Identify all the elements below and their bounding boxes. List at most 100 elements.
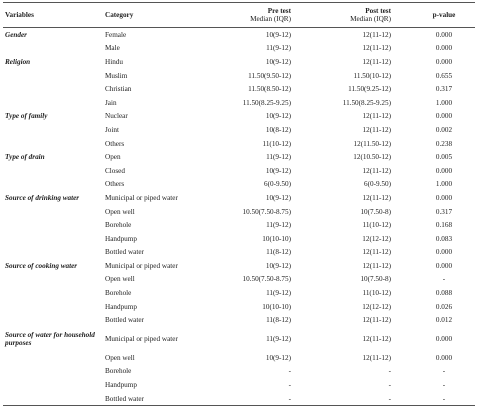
header-title: Pre test xyxy=(267,7,291,15)
table-body: Gender Female 10(9-12) 12(11-12) 0.000 Male 11… xyxy=(3,28,475,407)
cell xyxy=(3,286,103,300)
cell: 11(10-12) xyxy=(362,221,391,230)
header-title: Post test xyxy=(365,7,391,15)
cell: Handpump xyxy=(105,381,137,390)
cell: 0.012 xyxy=(435,316,453,325)
cell: 0.000 xyxy=(435,30,453,39)
cell: 0.655 xyxy=(435,71,453,80)
table-row: Male 11(9-12) 12(11-12) 0.000 xyxy=(3,42,475,56)
cell: 0.000 xyxy=(435,193,453,202)
cell: 11(9-12) xyxy=(266,221,291,230)
cell: 10.50(7.50-8.75) xyxy=(242,207,291,216)
cell: 11(10-12) xyxy=(362,289,391,298)
cell: Female xyxy=(105,30,127,39)
cell: 10(7.50-8) xyxy=(360,207,391,216)
cell: Open well xyxy=(105,207,135,216)
table-row: Others 11(10-12) 12(11.50-12) 0.238 xyxy=(3,137,475,151)
cell xyxy=(3,123,103,137)
table-row: Others 6(0-9.50) 6(0-9.50) 1.000 xyxy=(3,178,475,192)
cell: - xyxy=(288,381,291,390)
cell: 11(10-12) xyxy=(262,139,291,148)
cell xyxy=(3,313,103,327)
cell: 12(11-12) xyxy=(362,112,391,121)
table-row: Bottled water 11(8-12) 12(11-12) 0.000 xyxy=(3,246,475,260)
cell: 0.026 xyxy=(435,302,453,311)
cell xyxy=(3,82,103,96)
cell: - xyxy=(388,367,391,376)
header-subtitle: Median (IQR) xyxy=(250,15,291,23)
column-header: Variables xyxy=(3,2,103,28)
cell xyxy=(3,69,103,83)
cell: Christian xyxy=(105,85,132,94)
cell: 0.168 xyxy=(435,221,453,230)
table-row: Type of drain Open 11(9-12) 12(10.50-12) 0.0… xyxy=(3,150,475,164)
cell: - xyxy=(413,391,475,407)
table-row: Jain 11.50(8.25-9.25) 11.50(8.25-9.25) 1.00… xyxy=(3,96,475,110)
cell: 11.50(8.50-12) xyxy=(248,85,291,94)
cell: Gender xyxy=(5,30,27,39)
header-title: p-value xyxy=(432,11,456,19)
cell: 12(11-12) xyxy=(362,316,391,325)
cell: 10(9-12) xyxy=(265,193,291,202)
header-subtitle: Median (IQR) xyxy=(350,15,391,23)
cell: 12(10.50-12) xyxy=(353,153,391,162)
cell: Others xyxy=(105,139,125,148)
cell: 12(11-12) xyxy=(362,335,391,344)
cell: 10(9-12) xyxy=(265,166,291,175)
header-title: Variables xyxy=(5,11,34,19)
cell xyxy=(3,351,103,365)
cell: 11.50(9.25-12) xyxy=(348,85,391,94)
cell: 11(9-12) xyxy=(266,44,291,53)
cell: Handpump xyxy=(105,234,137,243)
cell: Joint xyxy=(105,125,119,134)
table-row: Handpump 10(10-10) 12(12-12) 0.026 xyxy=(3,300,475,314)
cell: Bottled water xyxy=(105,316,144,325)
cell: 12(11-12) xyxy=(362,44,391,53)
cell xyxy=(3,391,103,407)
cell: - xyxy=(313,391,413,407)
table-row: Handpump - - - xyxy=(3,378,475,392)
cell: - xyxy=(388,381,391,390)
cell: 11(9-12) xyxy=(266,289,291,298)
cell: 10(10-10) xyxy=(262,234,291,243)
cell: Male xyxy=(105,44,120,53)
column-header: Category xyxy=(103,2,203,28)
cell: 12(11-12) xyxy=(362,166,391,175)
table-row: Christian 11.50(8.50-12) 11.50(9.25-12) 0.3… xyxy=(3,82,475,96)
cell xyxy=(3,218,103,232)
cell: 12(11-12) xyxy=(362,30,391,39)
table-row: Borehole 11(9-12) 11(10-12) 0.088 xyxy=(3,286,475,300)
cell: 0.317 xyxy=(435,207,453,216)
cell: 6(0-9.50) xyxy=(364,180,391,189)
cell: Borehole xyxy=(105,367,132,376)
cell: Municipal or piped water xyxy=(105,261,178,270)
cell: 0.005 xyxy=(435,153,453,162)
cell: 12(11-12) xyxy=(362,193,391,202)
cell: - xyxy=(442,381,446,390)
cell: 0.238 xyxy=(435,139,453,148)
cell: - xyxy=(203,391,313,407)
cell: 10(10-10) xyxy=(262,302,291,311)
cell xyxy=(3,42,103,56)
cell: 0.000 xyxy=(435,57,453,66)
cell: 11.50(9.50-12) xyxy=(248,71,291,80)
table-row: Closed 10(9-12) 12(11-12) 0.000 xyxy=(3,164,475,178)
cell: 12(11-12) xyxy=(362,261,391,270)
cell xyxy=(3,178,103,192)
cell: Open well xyxy=(105,353,135,362)
table-row: Open well 10.50(7.50-8.75) 10(7.50-8) 0.317 xyxy=(3,205,475,219)
cell: 0.000 xyxy=(435,44,453,53)
cell: 0.000 xyxy=(435,248,453,257)
cell: 0.000 xyxy=(435,166,453,175)
cell: 0.083 xyxy=(435,234,453,243)
header-row: Variables Category Pre test Median (IQR) Pos… xyxy=(3,2,475,28)
cell: 11.50(10-12) xyxy=(353,71,391,80)
cell: 0.000 xyxy=(435,112,453,121)
table-row: Open well 10.50(7.50-8.75) 10(7.50-8) - xyxy=(3,273,475,287)
table-row: Bottled water - - - xyxy=(3,391,475,407)
cell: - xyxy=(442,367,446,376)
cell: Hindu xyxy=(105,57,123,66)
cell: Religion xyxy=(5,57,31,66)
column-header: Post test Median (IQR) xyxy=(313,2,413,28)
table-row: Joint 10(8-12) 12(11-12) 0.002 xyxy=(3,123,475,137)
